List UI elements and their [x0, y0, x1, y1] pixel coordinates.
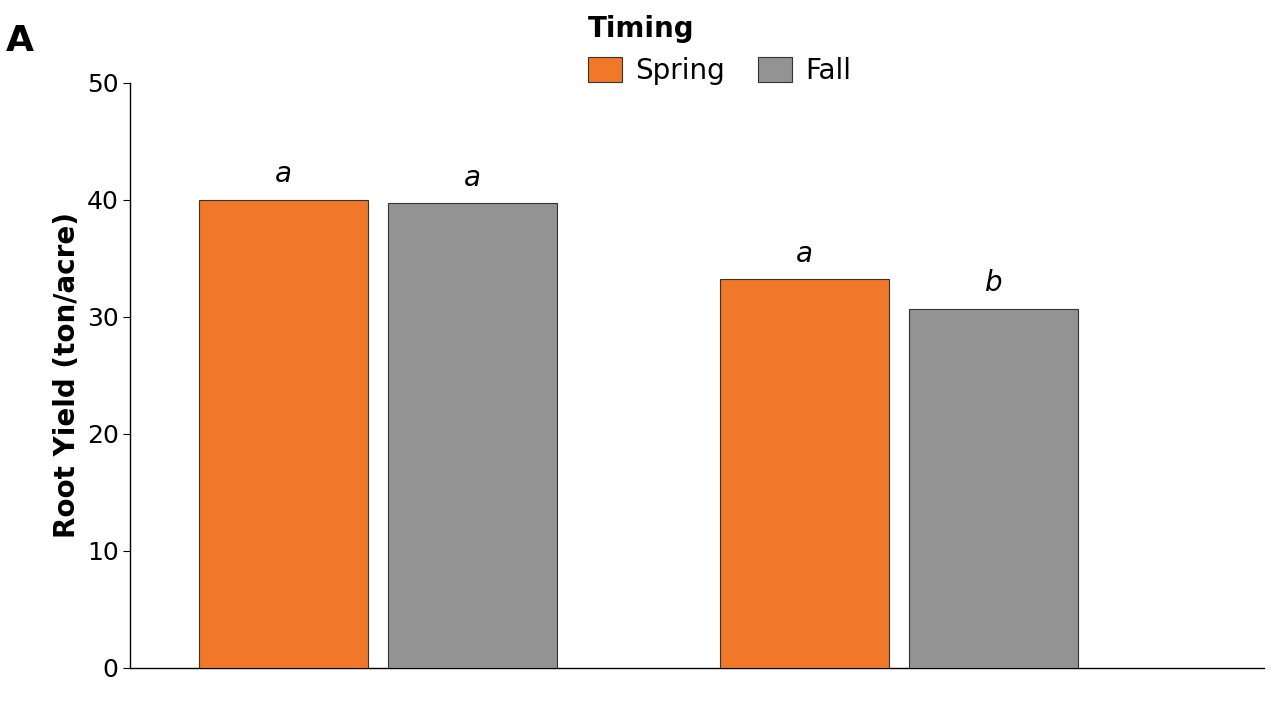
Text: b: b: [984, 269, 1002, 297]
Text: a: a: [275, 160, 292, 188]
Bar: [908, 309, 1078, 668]
Y-axis label: Root Yield (ton/acre): Root Yield (ton/acre): [53, 212, 81, 538]
Bar: [199, 200, 369, 668]
Text: a: a: [797, 240, 813, 268]
Text: a: a: [464, 164, 481, 191]
Text: A: A: [5, 24, 33, 58]
Bar: [720, 279, 889, 668]
Legend: Spring, Fall: Spring, Fall: [589, 15, 852, 84]
Bar: [388, 203, 558, 668]
